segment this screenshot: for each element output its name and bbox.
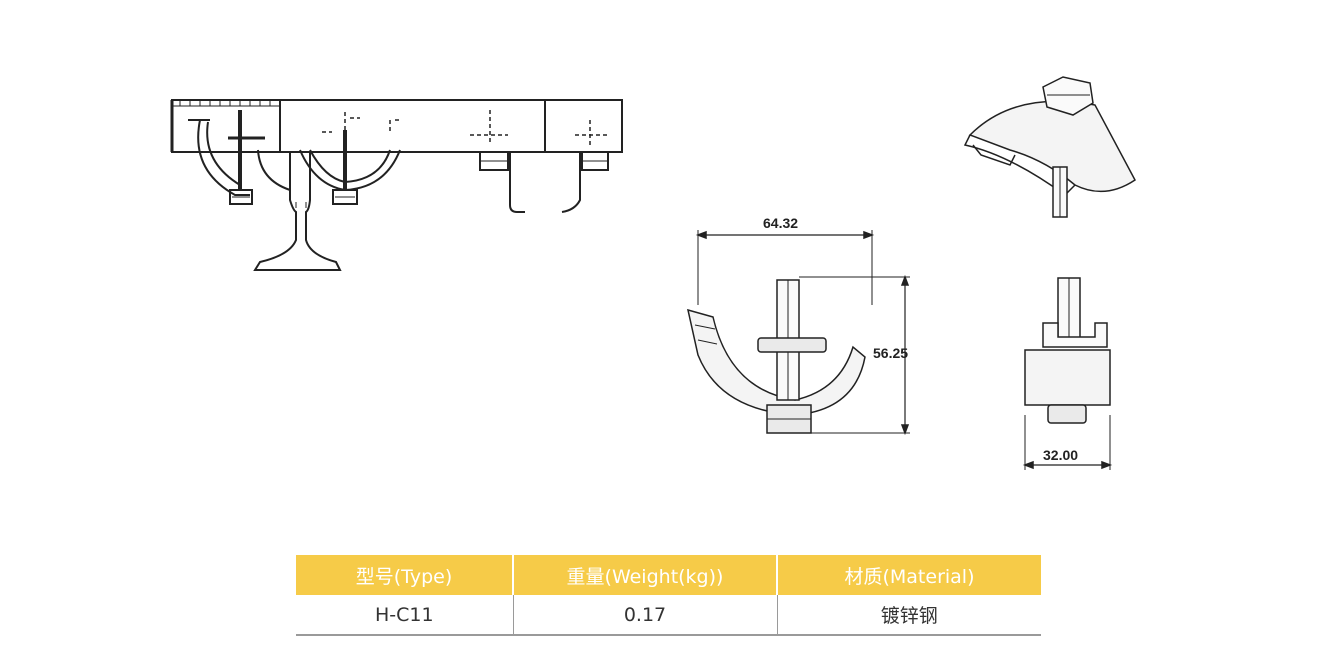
side-body: [1024, 349, 1111, 406]
header-weight: 重量(Weight(kg)): [513, 555, 778, 595]
hex-bolt-head: [1042, 76, 1094, 116]
header-material: 材质(Material): [777, 555, 1041, 595]
dimension-depth: 32.00: [1043, 447, 1078, 463]
center-nut: [332, 189, 358, 205]
cell-type: H-C11: [296, 595, 514, 636]
side-nut: [1047, 404, 1087, 424]
header-type: 型号(Type): [296, 555, 514, 595]
cell-weight: 0.17: [513, 595, 778, 636]
clamp-body: [686, 308, 866, 416]
cell-material: 镀锌钢: [777, 595, 1041, 636]
spec-table: 型号(Type) 重量(Weight(kg)) 材质(Material) H-C…: [296, 555, 1041, 636]
assembly-drawing: [170, 99, 623, 271]
left-nut: [229, 189, 253, 205]
dimension-height: 56.25: [873, 345, 908, 361]
front-view: [686, 230, 910, 436]
center-clamp-arc: [299, 149, 401, 192]
right-hanger-2: [561, 152, 581, 213]
product-views: 64.32 56.25 32.00: [686, 76, 1136, 470]
front-washer: [757, 337, 827, 353]
rail: [253, 152, 342, 271]
spec-table-header-row: 型号(Type) 重量(Weight(kg)) 材质(Material): [296, 555, 1041, 595]
dimension-width: 64.32: [763, 215, 798, 231]
side-view: [1022, 277, 1113, 470]
isometric-view: [963, 76, 1136, 218]
left-clamp-hook: [197, 119, 250, 196]
assembly-drawing-panel: [150, 50, 640, 290]
product-views-panel: 64.32 56.25 32.00: [665, 55, 1155, 485]
right-hanger-1: [509, 152, 525, 213]
spec-table-row: H-C11 0.17 镀锌钢: [296, 595, 1041, 636]
